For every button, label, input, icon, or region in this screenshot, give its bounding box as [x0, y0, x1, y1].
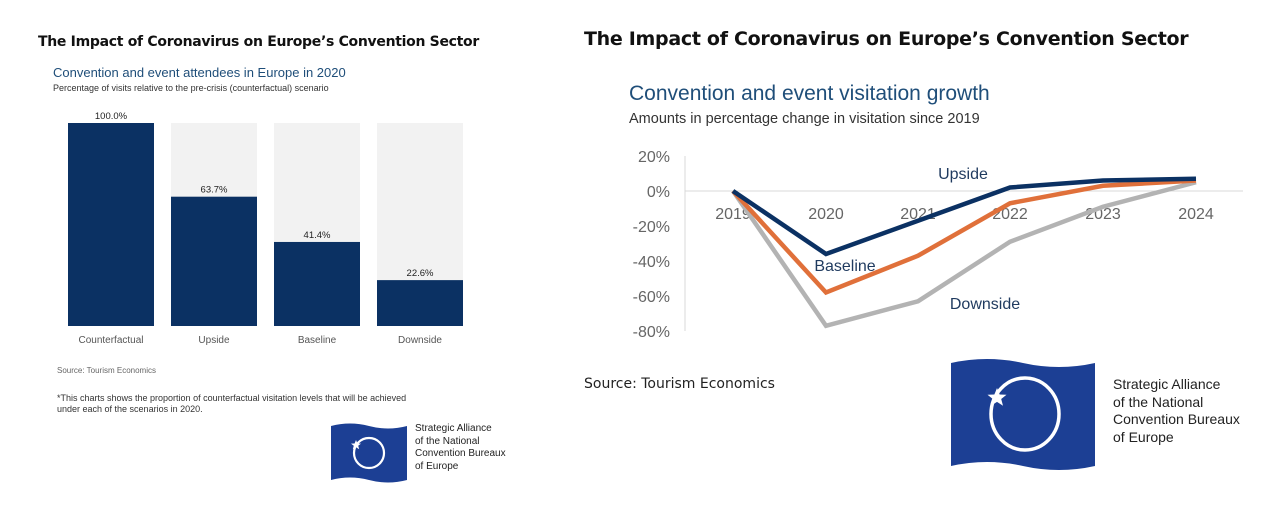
left-footnote: *This charts shows the proportion of cou… — [57, 393, 477, 415]
y-tick-label: 0% — [647, 184, 670, 201]
y-tick-label: 20% — [638, 149, 670, 166]
bar-category-label: Downside — [398, 335, 442, 346]
logo-line: Convention Bureaux — [415, 448, 506, 459]
bar-value-label: 100.0% — [95, 111, 128, 122]
bar-value-label: 63.7% — [201, 185, 228, 196]
flag-shape — [951, 359, 1095, 470]
bar-chart: 100.0% Counterfactual 63.7% Upside 41.4% Base… — [68, 111, 463, 346]
line-chart: 20%0%-20%-40%-60%-80%2019 2020 2021 2022 202… — [633, 149, 1243, 341]
x-tick-label: 2019 — [715, 206, 751, 223]
series-label-baseline: Baseline — [814, 258, 875, 275]
right-chart-subtitle: Amounts in percentage change in visitati… — [629, 111, 980, 127]
right-page-title: The Impact of Coronavirus on Europe’s Co… — [584, 28, 1189, 50]
logo-line: of Europe — [415, 460, 459, 472]
y-tick-label: -20% — [633, 219, 670, 236]
series-line-downside — [731, 180, 1197, 329]
line-labels-layer: Upside Baseline Downside — [814, 166, 1020, 313]
alliance-flag-logo-small — [331, 423, 407, 483]
bar-downside — [377, 280, 463, 326]
bar-category-label: Baseline — [298, 335, 337, 346]
alliance-flag-logo-large — [951, 359, 1095, 470]
series-label-downside: Downside — [950, 296, 1020, 313]
line-series-layer — [731, 176, 1197, 329]
left-chart-title: Convention and event attendees in Europe… — [53, 65, 346, 80]
y-tick-label: -60% — [633, 289, 670, 306]
right-logo-text: Strategic Alliance of the National Conve… — [1113, 376, 1240, 446]
flag-shape — [331, 423, 407, 483]
logo-line: of the National — [415, 435, 480, 447]
line-axes: 20%0%-20%-40%-60%-80%2019 2020 2021 2022 202… — [633, 149, 1243, 341]
series-label-upside: Upside — [938, 166, 988, 183]
bar-value-label: 41.4% — [304, 230, 331, 241]
bar-category-label: Upside — [198, 335, 230, 346]
footnote-line-1: *This charts shows the proportion of cou… — [57, 393, 407, 403]
star-icon — [351, 440, 361, 450]
star-icon — [987, 388, 1007, 406]
bar-baseline — [274, 241, 360, 326]
ring-icon — [989, 376, 1061, 452]
x-tick-label: 2024 — [1178, 206, 1214, 223]
left-page-title: The Impact of Coronavirus on Europe’s Co… — [38, 34, 479, 50]
y-tick-label: -80% — [633, 324, 670, 341]
left-source: Source: Tourism Economics — [57, 366, 156, 375]
footnote-line-2: under each of the scenarios in 2020. — [57, 404, 203, 414]
logo-line: of the National — [1113, 393, 1204, 410]
right-source: Source: Tourism Economics — [584, 376, 775, 392]
left-logo-text: Strategic Alliance of the National Conve… — [415, 423, 506, 473]
bar-category-label: Counterfactual — [78, 335, 143, 346]
bar-value-label: 22.6% — [407, 268, 434, 279]
ring-icon — [352, 436, 386, 470]
right-chart-title: Convention and event visitation growth — [629, 82, 990, 105]
left-chart-subtitle: Percentage of visits relative to the pre… — [53, 83, 329, 93]
bar-counterfactual — [68, 123, 154, 326]
y-tick-label: -40% — [633, 254, 670, 271]
logo-line: Strategic Alliance — [415, 423, 492, 434]
bar-layer: 100.0% Counterfactual 63.7% Upside 41.4% Base… — [68, 111, 463, 346]
bar-upside — [171, 196, 257, 326]
series-line-baseline — [731, 178, 1197, 296]
logo-line: of Europe — [1113, 428, 1174, 445]
logo-line: Strategic Alliance — [1113, 376, 1221, 392]
logo-line: Convention Bureaux — [1113, 411, 1240, 427]
series-line-upside — [731, 176, 1197, 257]
x-tick-label: 2020 — [808, 206, 844, 223]
